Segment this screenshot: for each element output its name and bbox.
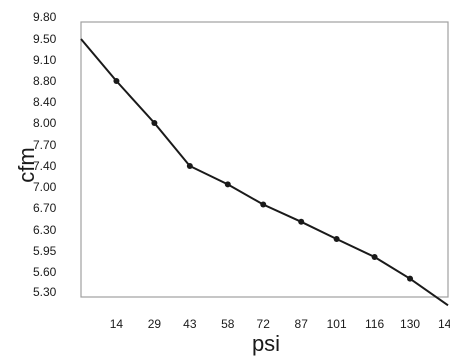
x-tick-label: 14: [110, 317, 124, 331]
x-tick-label: 58: [221, 317, 235, 331]
data-point: [371, 254, 378, 260]
y-tick-label: 5.95: [33, 244, 57, 258]
plot-frame: [80, 21, 449, 298]
y-tick-label: 9.50: [33, 32, 57, 46]
x-axis-tick-labels: 14 29 43 58 72 87 101 116 130 145: [110, 317, 450, 331]
series-line: [80, 38, 449, 307]
data-point: [298, 218, 305, 225]
y-axis-tick-labels: 9.80 9.50 9.10 8.80 8.40 8.00 7.70 7.40 7.00 6.70…: [33, 10, 57, 299]
series-markers: [113, 78, 414, 282]
x-tick-label: 43: [183, 317, 197, 331]
data-point: [186, 163, 193, 169]
x-tick-label: 116: [365, 317, 384, 331]
data-point: [333, 236, 340, 242]
x-tick-label: 87: [295, 317, 309, 331]
y-tick-label: 9.10: [33, 53, 57, 67]
y-tick-label: 8.80: [33, 74, 57, 88]
x-tick-label: 29: [148, 317, 162, 331]
data-point: [407, 275, 414, 282]
x-tick-label: 130: [400, 317, 420, 331]
x-tick-label: 145: [438, 317, 450, 331]
y-tick-label: 5.60: [33, 265, 57, 279]
data-point: [224, 181, 231, 188]
data-point: [260, 201, 267, 208]
x-axis-title: psi: [252, 331, 280, 356]
y-tick-label: 8.40: [33, 95, 57, 109]
y-tick-label: 8.00: [33, 116, 57, 130]
y-tick-label: 7.00: [33, 180, 57, 194]
y-tick-label: 7.40: [33, 159, 57, 173]
y-tick-label: 7.70: [33, 138, 57, 152]
y-tick-label: 5.30: [33, 285, 57, 299]
y-axis-title: cfm: [14, 147, 39, 182]
y-tick-label: 9.80: [33, 10, 57, 24]
data-point: [151, 120, 158, 126]
x-tick-label: 72: [257, 317, 271, 331]
x-tick-label: 101: [327, 317, 347, 331]
y-tick-label: 6.70: [33, 201, 57, 215]
data-point: [113, 78, 120, 84]
y-tick-label: 6.30: [33, 223, 57, 237]
